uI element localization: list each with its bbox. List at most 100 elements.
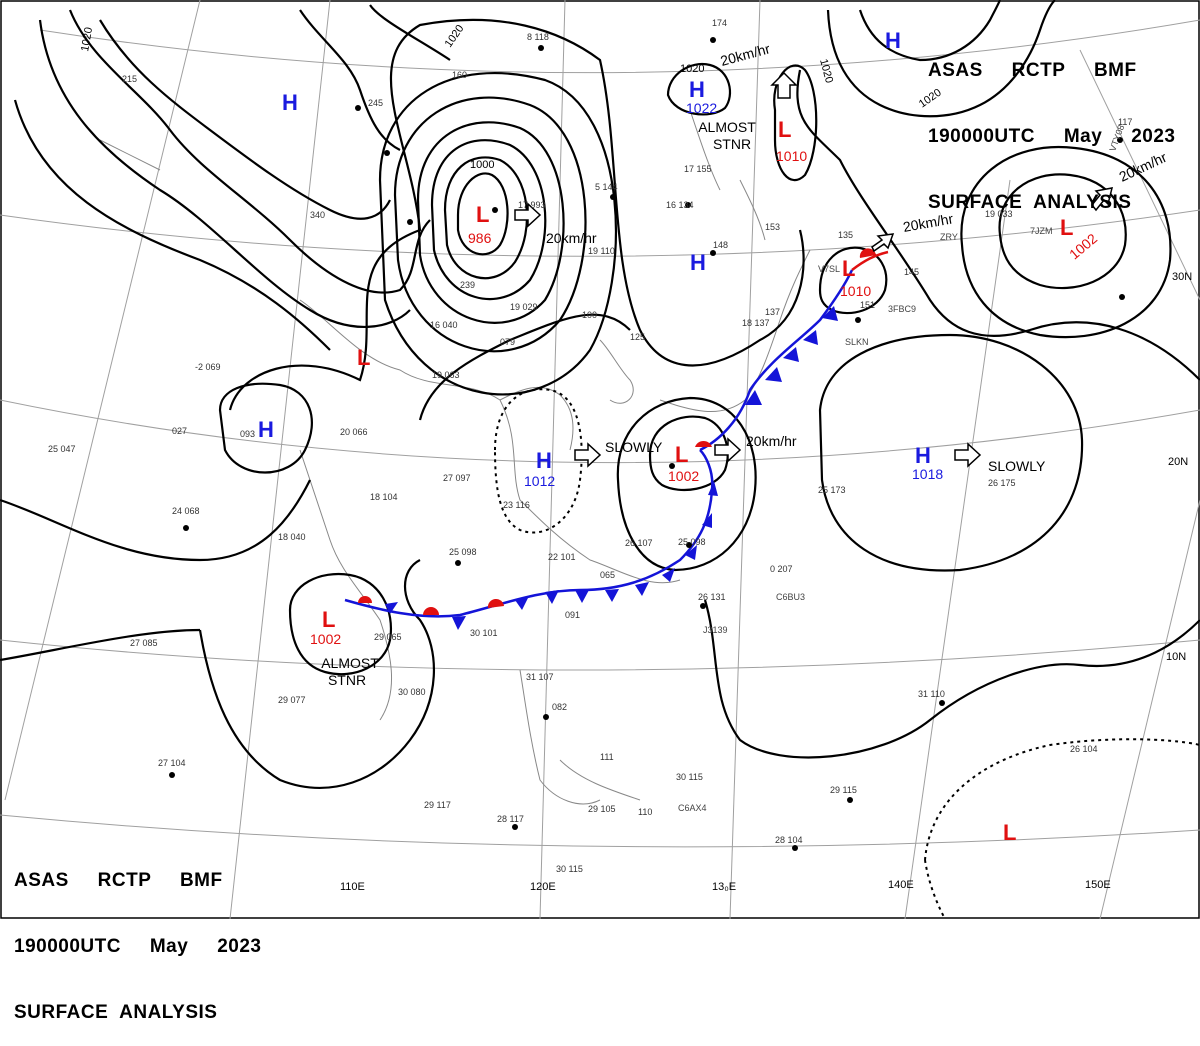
callsign: SLKN — [845, 337, 869, 347]
arrow-1010-tokyo — [871, 233, 895, 253]
pressure-systems: H H H H H H H L L L L L L L L — [258, 28, 1073, 845]
map-background — [0, 0, 1200, 919]
obs: 25 047 — [48, 444, 76, 454]
movement-speed: 20km/hr — [546, 230, 597, 246]
obs: 30 115 — [676, 772, 703, 782]
ship-callsigns: VTY08 7JZM ZRY 3FBC9 C6BU3 J3139 C6AX4 V… — [678, 123, 1126, 813]
low-label: L — [322, 607, 335, 632]
footer-line-2: 190000UTC May 2023 — [14, 936, 262, 957]
footer-title-block: ASAS RCTP BMF 190000UTC May 2023 SURFACE… — [14, 826, 261, 1046]
obs: 19 033 — [985, 209, 1013, 219]
lon-label-150e: 150E — [1085, 879, 1111, 891]
isobar-1010-north — [228, 18, 805, 411]
station-marker — [669, 463, 675, 469]
low-value: 1002 — [310, 631, 341, 647]
obs: 26 175 — [988, 478, 1016, 488]
station-marker — [939, 700, 945, 706]
movement-speed: 20km/hr — [746, 433, 797, 449]
lat-label-20n: 20N — [1168, 456, 1188, 468]
isobar-label: 1000 — [470, 159, 494, 171]
obs: 19 063 — [432, 370, 460, 380]
parallel-40n — [39, 19, 1200, 74]
obs: 340 — [310, 210, 325, 220]
obs: 29 077 — [278, 695, 306, 705]
obs: 135 — [838, 230, 853, 240]
obs: 31 110 — [918, 689, 945, 699]
station-marker — [384, 150, 390, 156]
obs: 100 — [582, 310, 597, 320]
high-label: H — [258, 417, 274, 442]
isobar-low-1010-ne — [773, 64, 818, 182]
obs: 151 — [860, 300, 875, 310]
meridian-100e — [4, 0, 201, 801]
low-label: L — [675, 442, 688, 467]
obs: 174 — [712, 18, 727, 28]
isobar-low-1002-ne-outer — [960, 145, 1172, 339]
obs: 148 — [713, 240, 728, 250]
obs: 29 065 — [374, 632, 402, 642]
obs: 065 — [600, 570, 615, 580]
obs: 137 — [765, 307, 780, 317]
obs: 19 029 — [510, 302, 538, 312]
obs: 29 117 — [424, 800, 451, 810]
arrow-1018 — [954, 442, 982, 468]
obs: 153 — [765, 222, 780, 232]
obs: 18 040 — [278, 532, 306, 542]
low-label: L — [476, 202, 489, 227]
latitude-labels: 30N 20N 10N — [1166, 271, 1192, 663]
obs: 30 115 — [556, 864, 583, 874]
obs: 24 068 — [172, 506, 200, 516]
isobar-south-1006 — [0, 628, 201, 662]
obs: 25 173 — [818, 485, 846, 495]
obs: 093 — [240, 429, 255, 439]
obs: 26 104 — [1070, 744, 1098, 754]
isobar-1020-ne — [826, 0, 1056, 118]
obs: 117 — [1118, 117, 1132, 127]
isobar-low-1002-ne-inner — [998, 173, 1127, 290]
station-marker — [512, 824, 518, 830]
parallel-10n — [0, 639, 1200, 671]
isobar-1012-nw — [13, 99, 331, 351]
isobar-1020-top — [369, 4, 451, 61]
isobar-low-986-5 — [393, 96, 587, 353]
high-label: H — [536, 448, 552, 473]
obs: -2 069 — [195, 362, 221, 372]
isobar-high-1018 — [818, 333, 1084, 572]
obs: 082 — [552, 702, 567, 712]
cold-front-triangles — [385, 306, 838, 630]
station-marker — [685, 202, 691, 208]
obs: 0 207 — [770, 564, 793, 574]
obs: 29 105 — [588, 804, 616, 814]
low-value: 986 — [468, 230, 492, 246]
obs: 22 101 — [548, 552, 576, 562]
obs: 17 993 — [518, 200, 546, 210]
isobar-low-1010-tokyo — [818, 246, 888, 315]
station-marker — [183, 525, 189, 531]
obs: 26 107 — [625, 538, 653, 548]
meridian-110e — [229, 0, 331, 919]
obs: 091 — [565, 610, 580, 620]
obs: 245 — [368, 98, 383, 108]
isobar-low-986-3 — [430, 139, 547, 301]
station-marker — [1117, 137, 1123, 143]
callsign: V7SL — [818, 264, 840, 274]
station-marker — [710, 37, 716, 43]
lat-lon-grid — [0, 0, 1200, 919]
low-label: L — [842, 256, 855, 281]
obs: 27 104 — [158, 758, 186, 768]
obs: 215 — [122, 74, 137, 84]
header-line-1: ASAS RCTP BMF — [928, 60, 1137, 81]
station-marker — [686, 542, 692, 548]
obs: 25 098 — [678, 537, 706, 547]
isobar-east-1012 — [796, 69, 1200, 381]
meridian-140e — [904, 179, 1011, 919]
low-value: 1010 — [840, 283, 871, 299]
parallel-30n — [0, 209, 1200, 257]
annotations: ALMOST STNR ALMOST STNR — [321, 119, 756, 688]
obs: 027 — [172, 426, 187, 436]
isobar-1024-ne — [858, 0, 1002, 62]
isobar-label: 1020 — [680, 63, 704, 75]
station-marker — [169, 772, 175, 778]
station-marker — [538, 45, 544, 51]
high-value: 1022 — [686, 100, 717, 116]
